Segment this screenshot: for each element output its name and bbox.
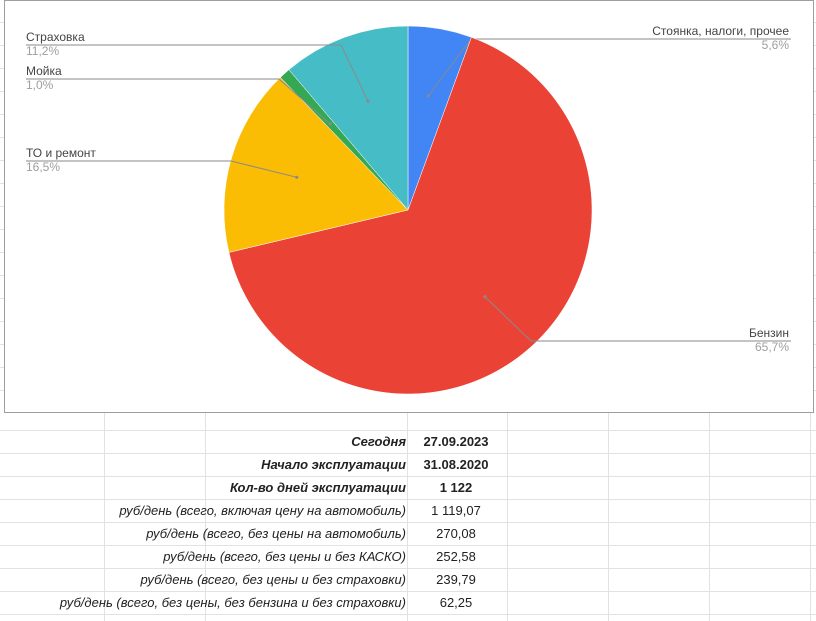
- grid-row-line: [0, 430, 816, 431]
- pie-slice[interactable]: [288, 25, 409, 211]
- slice-percent-label: 5,6%: [762, 38, 790, 52]
- pie-slice[interactable]: [223, 77, 409, 253]
- grid-row-line: [0, 591, 816, 592]
- slice-label: ТО и ремонт: [26, 146, 96, 160]
- slice-label: Бензин: [749, 326, 789, 340]
- leader-line: [26, 44, 369, 102]
- grid-row-line: [0, 545, 816, 546]
- pie-slice[interactable]: [228, 36, 593, 395]
- slice-label: Мойка: [26, 64, 62, 78]
- grid-row-line: [0, 614, 816, 615]
- slice-percent-label: 16,5%: [26, 160, 60, 174]
- slice-label: Страховка: [26, 30, 85, 44]
- grid-row-line: [0, 499, 816, 500]
- slice-percent-label: 65,7%: [755, 340, 789, 354]
- grid-row-line: [0, 476, 816, 477]
- grid-row-line: [0, 522, 816, 523]
- leader-line: [484, 296, 791, 342]
- leader-line: [26, 78, 331, 125]
- slice-percent-label: 11,2%: [26, 44, 59, 58]
- leader-line: [26, 160, 297, 178]
- grid-row-line: [0, 453, 816, 454]
- slice-percent-label: 1,0%: [26, 78, 54, 92]
- grid-row-line: [0, 568, 816, 569]
- pie-chart[interactable]: Стоянка, налоги, прочее 5,6% Бензин 65,7% ТО…: [4, 0, 814, 413]
- slice-label: Стоянка, налоги, прочее: [652, 24, 789, 38]
